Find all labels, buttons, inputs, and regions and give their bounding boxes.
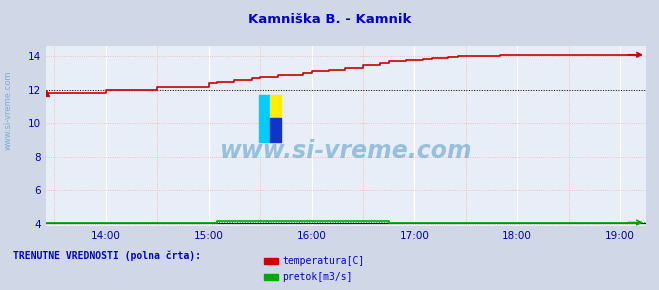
Text: Kamniška B. - Kamnik: Kamniška B. - Kamnik: [248, 13, 411, 26]
Text: www.si-vreme.com: www.si-vreme.com: [219, 139, 473, 163]
Text: www.si-vreme.com: www.si-vreme.com: [4, 70, 13, 150]
Bar: [259, 95, 270, 142]
Text: TRENUTNE VREDNOSTI (polna črta):: TRENUTNE VREDNOSTI (polna črta):: [13, 251, 201, 261]
Text: temperatura[C]: temperatura[C]: [282, 256, 364, 266]
Text: pretok[m3/s]: pretok[m3/s]: [282, 272, 353, 282]
Bar: [270, 95, 281, 118]
Bar: [270, 118, 281, 142]
